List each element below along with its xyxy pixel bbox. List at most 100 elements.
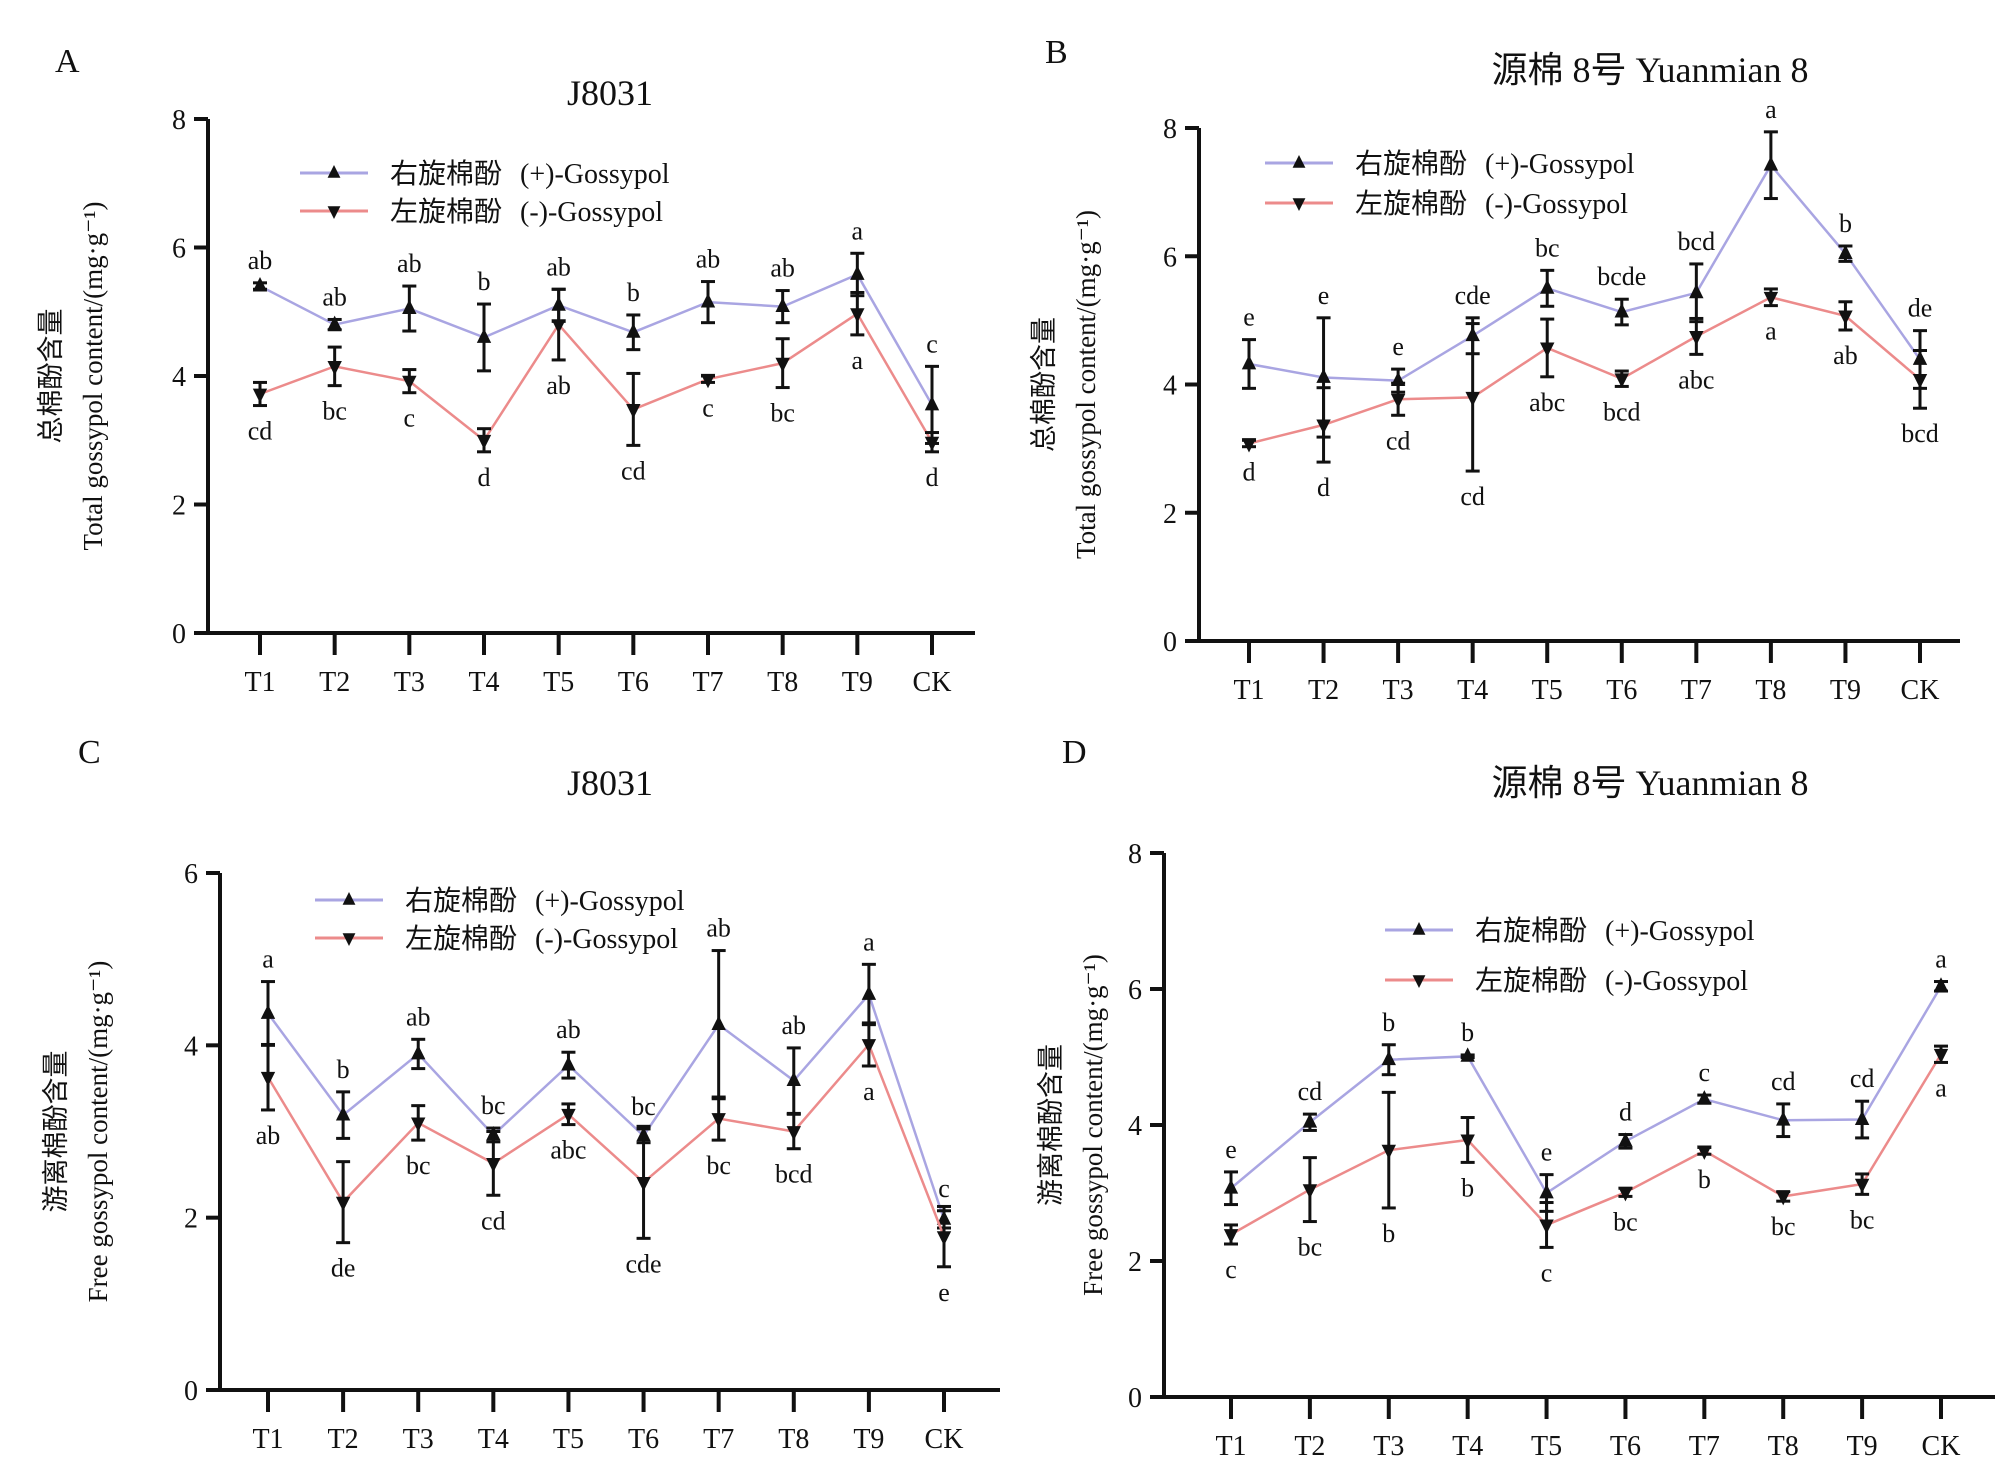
- triangle-down-marker: [486, 1157, 501, 1173]
- triangle-down-marker: [335, 1196, 351, 1212]
- triangle-down-marker: [786, 1126, 801, 1141]
- x-tick-label: T5: [543, 667, 574, 698]
- x-tick-label: T9: [1830, 675, 1861, 706]
- triangle-down-marker: [775, 357, 790, 373]
- panel-letter: C: [78, 734, 101, 771]
- y-tick-label: 0: [172, 619, 186, 650]
- x-tick-label: T3: [403, 1424, 434, 1455]
- significance-letter: ab: [696, 245, 721, 274]
- series-line: [1248, 163, 1922, 382]
- legend-item: 左旋棉酚 (-)-Gossypol: [1385, 965, 1748, 997]
- chart-title: 源棉 8号 Yuanmian 8: [1492, 50, 1809, 90]
- significance-letter: cd: [481, 1206, 506, 1235]
- triangle-up-marker: [850, 265, 865, 280]
- triangle-down-marker: [1540, 342, 1555, 357]
- legend-label-cn: 左旋棉酚: [1475, 965, 1587, 997]
- triangle-down-marker: [327, 360, 342, 376]
- legend-label-cn: 右旋棉酚: [1475, 915, 1587, 947]
- x-tick-label: CK: [913, 667, 952, 698]
- triangle-up-marker: [561, 1056, 576, 1071]
- y-tick-label: 2: [184, 1204, 198, 1235]
- triangle-down-marker: [1316, 419, 1331, 434]
- significance-letter: bcd: [775, 1160, 813, 1189]
- triangle-up-marker: [1933, 977, 1949, 992]
- series-line: [266, 1042, 946, 1238]
- series-line: [1248, 295, 1921, 445]
- significance-letter: bc: [1298, 1233, 1323, 1262]
- x-tick-label: T1: [1233, 675, 1264, 706]
- significance-letter: bcde: [1597, 262, 1646, 291]
- triangle-down-icon: [327, 206, 341, 219]
- significance-letter: de: [1908, 294, 1933, 323]
- triangle-up-marker: [1540, 279, 1555, 294]
- triangle-down-marker: [1854, 1178, 1870, 1194]
- significance-letter: bc: [770, 399, 795, 428]
- triangle-up-marker: [1614, 303, 1629, 318]
- triangle-up-marker: [1697, 1090, 1712, 1105]
- significance-letter: b: [1382, 1219, 1395, 1248]
- x-tick-label: T1: [252, 1424, 283, 1455]
- significance-letter: bc: [1535, 233, 1560, 262]
- x-tick-label: T8: [767, 667, 798, 698]
- significance-letter: e: [938, 1278, 950, 1307]
- triangle-down-marker: [700, 373, 716, 389]
- significance-letter: b: [1461, 1173, 1474, 1202]
- legend-item: 右旋棉酚 (+)-Gossypol: [315, 885, 685, 917]
- significance-letter: bc: [1771, 1212, 1796, 1241]
- x-tick-label: CK: [1922, 1431, 1961, 1462]
- triangle-down-marker: [1302, 1184, 1318, 1199]
- triangle-up-marker: [1241, 354, 1257, 370]
- triangle-up-marker: [924, 395, 940, 411]
- triangle-down-marker: [260, 1071, 276, 1087]
- y-axis-label: 游离棉酚含量 Free gossypol content/(mg·g⁻¹): [1036, 954, 1108, 1296]
- x-tick-label: T9: [1847, 1431, 1878, 1462]
- triangle-up-marker: [260, 1004, 276, 1019]
- panel-letter: D: [1062, 734, 1087, 771]
- significance-letter: abc: [1529, 388, 1565, 417]
- triangle-down-marker: [861, 1039, 877, 1054]
- legend-label-cn: 右旋棉酚: [1355, 148, 1467, 180]
- triangle-down-marker: [1381, 1144, 1396, 1160]
- x-tick-label: T4: [1452, 1431, 1483, 1462]
- significance-letter: bc: [706, 1151, 731, 1180]
- triangle-up-marker: [775, 297, 790, 313]
- significance-letter: abc: [550, 1136, 586, 1165]
- significance-letter: d: [1317, 473, 1330, 502]
- significance-letter: c: [938, 1174, 950, 1203]
- significance-letter: bc: [481, 1091, 506, 1120]
- significance-letter: a: [852, 216, 864, 245]
- x-tick-label: CK: [925, 1424, 964, 1455]
- triangle-down-marker: [402, 375, 417, 391]
- triangle-down-marker: [1933, 1048, 1949, 1064]
- series-plus-gossypol: ab ab ab b ab b ab ab a c: [248, 216, 940, 445]
- significance-letter: c: [404, 404, 416, 433]
- y-tick-label: 8: [1163, 114, 1177, 145]
- x-tick-label: T5: [553, 1424, 584, 1455]
- triangle-down-marker: [924, 436, 940, 452]
- x-tick-label: T6: [1606, 675, 1637, 706]
- significance-letter: bc: [631, 1092, 656, 1121]
- triangle-down-marker: [551, 319, 566, 334]
- y-axis-label-en: Free gossypol content/(mg·g⁻¹): [83, 961, 113, 1303]
- triangle-up-marker: [1539, 1184, 1554, 1199]
- y-tick-label: 6: [1163, 242, 1177, 273]
- x-tick-label: T5: [1532, 675, 1563, 706]
- legend-item: 左旋棉酚 (-)-Gossypol: [315, 923, 678, 955]
- x-tick-label: T3: [1383, 675, 1414, 706]
- x-tick-label: T6: [618, 667, 649, 698]
- significance-letter: cd: [1771, 1067, 1796, 1096]
- significance-letter: ab: [397, 249, 422, 278]
- significance-letter: ab: [256, 1121, 281, 1150]
- triangle-up-marker: [626, 323, 641, 338]
- y-tick-label: 4: [172, 362, 186, 393]
- legend-label-cn: 右旋棉酚: [390, 158, 502, 190]
- significance-letter: b: [627, 278, 640, 307]
- triangle-down-marker: [476, 434, 492, 450]
- legend-item: 右旋棉酚 (+)-Gossypol: [1265, 148, 1635, 180]
- significance-letter: cd: [1850, 1064, 1875, 1093]
- y-axis-label: 游离棉酚含量 Free gossypol content/(mg·g⁻¹): [41, 961, 113, 1303]
- chart-title: J8031: [567, 763, 653, 803]
